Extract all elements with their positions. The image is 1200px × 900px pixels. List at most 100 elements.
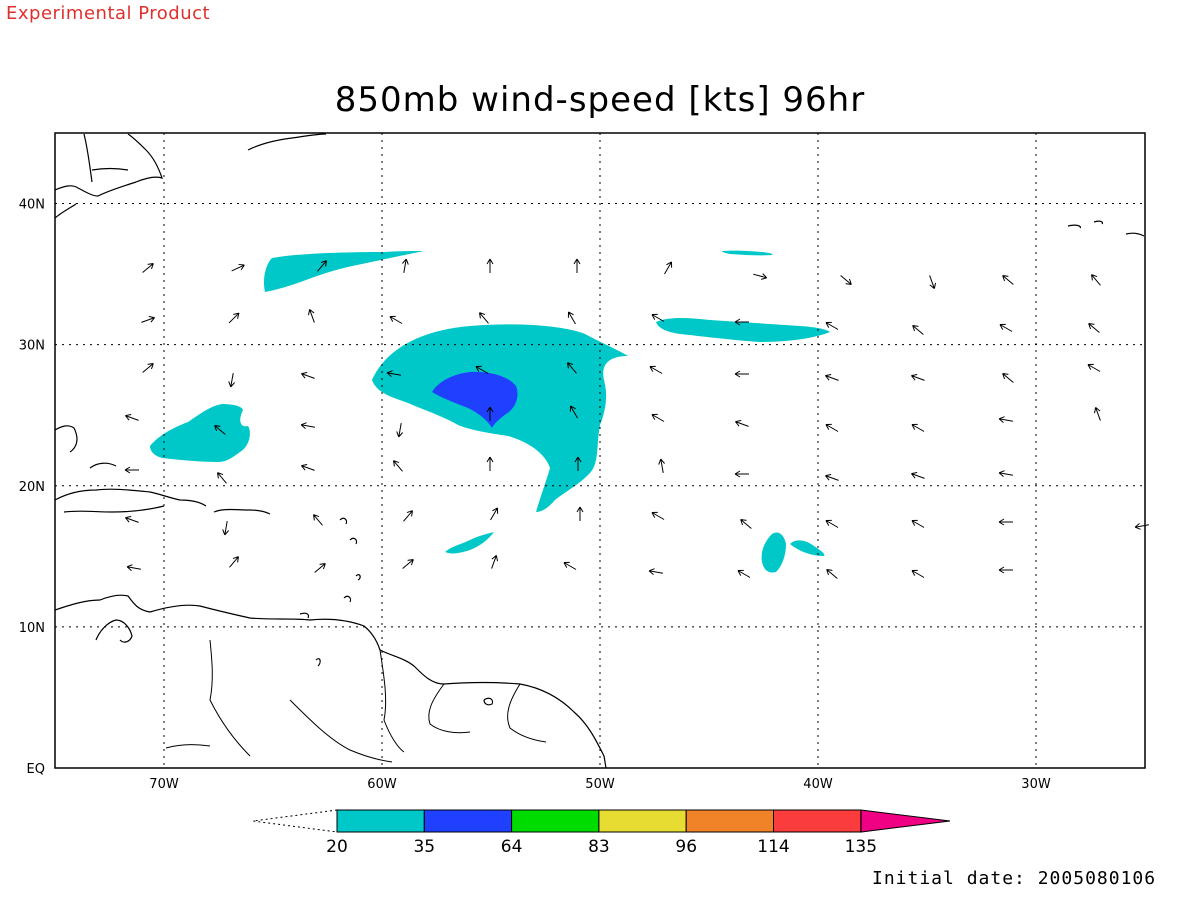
wind-vector-arrow bbox=[217, 472, 227, 484]
wind-vector-arrow bbox=[214, 425, 226, 435]
wind-vector-arrow bbox=[308, 309, 315, 323]
wind-vector-arrow bbox=[574, 456, 582, 471]
wind-vector-arrow bbox=[911, 519, 925, 528]
wind-vector-arrow bbox=[999, 323, 1013, 332]
wind-shading-ne-sliver bbox=[722, 250, 773, 256]
wind-vector-arrow bbox=[389, 315, 403, 324]
colorbar-swatch bbox=[511, 809, 600, 833]
wind-vector-arrow bbox=[402, 559, 414, 569]
wind-vector-arrow bbox=[486, 258, 494, 273]
wind-vector-arrow bbox=[825, 423, 839, 432]
wind-shading-east-band bbox=[656, 318, 830, 342]
wind-vector-arrow bbox=[486, 456, 494, 471]
plot-frame bbox=[54, 132, 1146, 769]
colorbar-label: 96 bbox=[675, 837, 697, 857]
lon-tick-label: 60W bbox=[367, 777, 397, 792]
wind-vector-arrow bbox=[734, 318, 749, 326]
lat-tick-label: EQ bbox=[27, 762, 45, 777]
lon-tick-label: 50W bbox=[585, 777, 615, 792]
lat-tick-label: 40N bbox=[19, 198, 45, 213]
wind-shading-storm-core bbox=[432, 371, 518, 428]
wind-vector-arrow bbox=[567, 311, 576, 325]
wind-vector-arrow bbox=[651, 413, 665, 422]
wind-vector-arrow bbox=[658, 458, 665, 473]
colorbar-swatch bbox=[773, 809, 862, 833]
lon-tick-label: 30W bbox=[1021, 777, 1051, 792]
colorbar-high-triangle bbox=[860, 809, 951, 833]
wind-vector-arrow bbox=[403, 510, 413, 522]
colorbar-label: 20 bbox=[326, 837, 348, 857]
lon-tick-label: 40W bbox=[803, 777, 833, 792]
wind-vector-arrow bbox=[825, 474, 839, 481]
wind-vector-arrow bbox=[222, 521, 229, 536]
wind-vector-arrow bbox=[753, 273, 768, 280]
wind-vector-arrow bbox=[734, 370, 749, 378]
wind-vector-arrow bbox=[475, 365, 489, 374]
wind-vector-arrow bbox=[648, 568, 663, 575]
wind-shading-west bbox=[150, 404, 250, 462]
wind-vector-arrow bbox=[649, 365, 663, 374]
wind-vector-arrow bbox=[479, 312, 489, 324]
wind-vector-arrow bbox=[393, 460, 403, 472]
wind-shading-se-blob bbox=[761, 532, 786, 573]
wind-vector-arrow bbox=[911, 569, 925, 578]
colorbar: 20 35 64 83 96 114 135 bbox=[252, 809, 951, 857]
colorbar-label: 135 bbox=[845, 837, 877, 857]
colorbar-label: 35 bbox=[413, 837, 435, 857]
colorbar-swatch bbox=[336, 809, 425, 833]
wind-vector-arrow bbox=[1002, 373, 1014, 383]
colorbar-label: 64 bbox=[501, 837, 523, 857]
wind-vector-arrow bbox=[651, 511, 665, 520]
colorbar-swatch bbox=[598, 809, 687, 833]
lat-lon-grid bbox=[55, 133, 1145, 768]
wind-vector-arrow bbox=[998, 470, 1013, 477]
colorbar-label: 114 bbox=[757, 837, 789, 857]
wind-vector-arrow bbox=[911, 423, 925, 432]
lat-tick-label: 10N bbox=[19, 621, 45, 636]
wind-vector-arrow bbox=[142, 263, 154, 273]
wind-vector-arrow bbox=[998, 416, 1013, 423]
wind-vector-arrow bbox=[912, 325, 924, 335]
wind-vector-arrow bbox=[231, 263, 245, 272]
wind-vector-arrow bbox=[1134, 523, 1149, 530]
wind-vector-arrow bbox=[125, 414, 139, 421]
wind-vector-arrow bbox=[825, 519, 839, 528]
lat-tick-label: 20N bbox=[19, 480, 45, 495]
wind-vector-arrow bbox=[567, 362, 577, 374]
lon-tick-labels: 70W 60W 50W 40W 30W bbox=[149, 777, 1051, 792]
experimental-product-label: Experimental Product bbox=[6, 3, 211, 24]
wind-vector-arrow bbox=[142, 363, 154, 373]
wind-speed-shading bbox=[150, 250, 830, 573]
wind-vector-arrow bbox=[228, 312, 240, 324]
wind-vector-arrow bbox=[1094, 407, 1101, 421]
wind-vector-arrow bbox=[313, 514, 323, 526]
wind-shading-south bbox=[445, 532, 494, 554]
wind-shading-se-small bbox=[790, 540, 825, 556]
wind-vector-arrow bbox=[573, 258, 581, 273]
wind-vector-arrow bbox=[1002, 275, 1014, 285]
wind-vector-arrow bbox=[826, 569, 838, 579]
wind-vector-arrow bbox=[490, 507, 499, 521]
wind-vector-arrow bbox=[734, 470, 749, 478]
wind-vector-arrow bbox=[737, 569, 751, 578]
wind-vectors bbox=[124, 258, 1149, 579]
wind-vector-arrow bbox=[825, 374, 839, 381]
wind-vector-arrow bbox=[651, 313, 665, 322]
map-title: 850mb wind-speed [kts] 96hr bbox=[334, 80, 866, 120]
colorbar-low-triangle bbox=[252, 809, 338, 833]
wind-vector-arrow bbox=[576, 506, 584, 521]
lat-tick-labels: EQ 10N 20N 30N 40N bbox=[19, 198, 45, 777]
wind-vector-arrow bbox=[998, 566, 1013, 574]
wind-vector-arrow bbox=[740, 519, 752, 529]
wind-vector-arrow bbox=[386, 370, 401, 377]
colorbar-label: 83 bbox=[588, 837, 610, 857]
colorbar-swatch bbox=[423, 809, 513, 833]
wind-vector-arrow bbox=[929, 275, 936, 289]
wind-vector-arrow bbox=[664, 261, 673, 275]
wind-vector-arrow bbox=[141, 316, 155, 323]
lat-tick-label: 30N bbox=[19, 339, 45, 354]
wind-vector-arrow bbox=[229, 556, 239, 568]
wind-vector-arrow bbox=[301, 372, 315, 379]
wind-vector-arrow bbox=[563, 561, 577, 570]
